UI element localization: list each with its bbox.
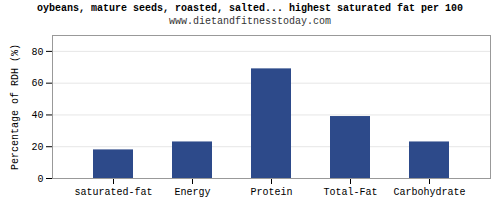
svg-text:60: 60: [31, 78, 43, 89]
html-text:oybeans, mature seeds, roasted: oybeans, mature seeds, roasted, salted..…: [37, 3, 463, 14]
svg-text:Carbohydrate: Carbohydrate: [393, 187, 465, 198]
svg-text:80: 80: [31, 47, 43, 58]
svg-text:0: 0: [37, 174, 43, 185]
svg-text:Protein: Protein: [250, 187, 292, 198]
svg-text:saturated-fat: saturated-fat: [74, 187, 152, 198]
svg-text:20: 20: [31, 142, 43, 153]
html-text:www.dietandfitnesstoday.com: www.dietandfitnesstoday.com: [169, 16, 331, 27]
svg-text:40: 40: [31, 110, 43, 121]
svg-text:Percentage of RDH (%): Percentage of RDH (%): [10, 44, 21, 170]
svg-text:Energy: Energy: [174, 187, 210, 198]
svg-text:Total-Fat: Total-Fat: [323, 187, 377, 198]
